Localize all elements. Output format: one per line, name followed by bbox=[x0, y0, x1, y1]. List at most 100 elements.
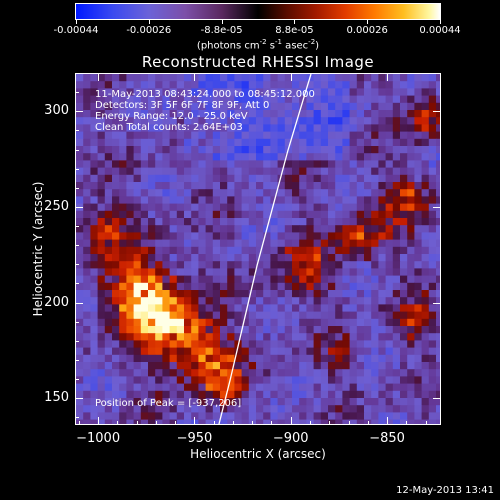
heatmap-cell bbox=[371, 254, 379, 262]
heatmap-cell bbox=[371, 290, 379, 298]
heatmap-cell bbox=[313, 311, 322, 320]
heatmap-cell bbox=[270, 398, 279, 406]
heatmap-cell bbox=[119, 354, 127, 363]
heatmap-cell bbox=[306, 362, 315, 370]
heatmap-cell bbox=[191, 318, 199, 327]
heatmap-cell bbox=[263, 167, 271, 176]
heatmap-cell bbox=[436, 326, 440, 334]
heatmap-cell bbox=[364, 405, 372, 413]
heatmap-cell bbox=[248, 138, 257, 147]
heatmap-cell bbox=[90, 282, 99, 291]
heatmap-cell bbox=[90, 340, 99, 349]
heatmap-cell bbox=[342, 369, 351, 377]
heatmap-cell bbox=[277, 138, 286, 147]
heatmap-cell bbox=[90, 376, 99, 385]
heatmap-cell bbox=[112, 340, 120, 349]
heatmap-cell bbox=[256, 311, 264, 320]
heatmap-cell bbox=[270, 268, 279, 277]
heatmap-cell bbox=[349, 405, 358, 413]
heatmap-cell bbox=[428, 376, 437, 385]
x-minor-tick bbox=[310, 421, 311, 425]
heatmap-cell bbox=[371, 210, 379, 219]
heatmap-cell bbox=[176, 347, 185, 356]
heatmap-cell bbox=[270, 419, 279, 424]
heatmap-cell bbox=[385, 347, 394, 356]
heatmap-cell bbox=[97, 275, 106, 284]
heatmap-cell bbox=[414, 131, 423, 140]
heatmap-cell bbox=[320, 225, 329, 233]
heatmap-cell bbox=[385, 405, 394, 413]
heatmap-cell bbox=[205, 210, 214, 219]
heatmap-cell bbox=[428, 405, 437, 413]
heatmap-cell bbox=[284, 167, 293, 176]
heatmap-cell bbox=[176, 282, 185, 291]
heatmap-cell bbox=[104, 131, 113, 140]
heatmap-cell bbox=[342, 268, 351, 277]
heatmap-cell bbox=[320, 153, 329, 161]
y-minor-tick bbox=[75, 283, 79, 285]
heatmap-cell bbox=[385, 210, 394, 219]
heatmap-cell bbox=[205, 131, 214, 140]
heatmap-cell bbox=[436, 268, 440, 277]
heatmap-cell bbox=[299, 254, 307, 262]
heatmap-cell bbox=[148, 412, 156, 421]
heatmap-cell bbox=[155, 81, 163, 89]
heatmap-cell bbox=[97, 347, 106, 356]
heatmap-cell bbox=[104, 304, 113, 313]
heatmap-cell bbox=[306, 124, 315, 133]
heatmap-cell bbox=[112, 146, 120, 154]
heatmap-cell bbox=[220, 347, 228, 356]
heatmap-cell bbox=[313, 318, 322, 327]
heatmap-cell bbox=[364, 196, 372, 205]
heatmap-cell bbox=[90, 146, 99, 154]
y-tick-label: 250 bbox=[44, 198, 69, 214]
heatmap-cell bbox=[140, 88, 149, 97]
heatmap-cell bbox=[148, 311, 156, 320]
info-block: 11-May-2013 08:43:24.000 to 08:45:12.000… bbox=[95, 89, 315, 133]
heatmap-cell bbox=[364, 261, 372, 269]
heatmap-cell bbox=[198, 354, 207, 363]
heatmap-cell bbox=[227, 239, 235, 248]
heatmap-cell bbox=[277, 167, 286, 176]
heatmap-cell bbox=[270, 297, 279, 305]
heatmap-cell bbox=[241, 138, 250, 147]
heatmap-cell bbox=[349, 160, 358, 169]
heatmap-cell bbox=[198, 268, 207, 277]
heatmap-cell bbox=[241, 74, 250, 82]
heatmap-cell bbox=[162, 81, 171, 89]
x-minor-tick bbox=[117, 421, 119, 425]
heatmap-cell bbox=[306, 102, 315, 111]
heatmap-cell bbox=[112, 318, 120, 327]
heatmap-cell bbox=[414, 398, 423, 406]
heatmap-cell bbox=[205, 218, 214, 226]
heatmap-cell bbox=[342, 131, 351, 140]
heatmap-cell bbox=[148, 333, 156, 341]
heatmap-cell bbox=[306, 182, 315, 190]
heatmap-cell bbox=[371, 160, 379, 169]
heatmap-cell bbox=[414, 369, 423, 377]
heatmap-cell bbox=[169, 261, 178, 269]
heatmap-cell bbox=[421, 88, 430, 97]
heatmap-cell bbox=[421, 232, 430, 241]
heatmap-cell bbox=[112, 218, 120, 226]
heatmap-cell bbox=[306, 131, 315, 140]
heatmap-cell bbox=[407, 398, 415, 406]
heatmap-cell bbox=[371, 131, 379, 140]
heatmap-cell bbox=[421, 210, 430, 219]
heatmap-cell bbox=[83, 347, 91, 356]
heatmap-cell bbox=[169, 124, 178, 133]
heatmap-cell bbox=[284, 102, 293, 111]
heatmap-cell bbox=[112, 333, 120, 341]
heatmap-cell bbox=[97, 268, 106, 277]
heatmap-cell bbox=[436, 225, 440, 233]
heatmap-cell bbox=[335, 333, 343, 341]
heatmap-cell bbox=[191, 390, 199, 399]
colorbar-tick-label: -8.8e-05 bbox=[200, 25, 243, 36]
heatmap-cell bbox=[90, 311, 99, 320]
heatmap-cell bbox=[342, 124, 351, 133]
heatmap-cell bbox=[284, 232, 293, 241]
heatmap-cell bbox=[414, 117, 423, 125]
heatmap-cell bbox=[205, 362, 214, 370]
heatmap-cell bbox=[371, 347, 379, 356]
heatmap-cell bbox=[169, 318, 178, 327]
